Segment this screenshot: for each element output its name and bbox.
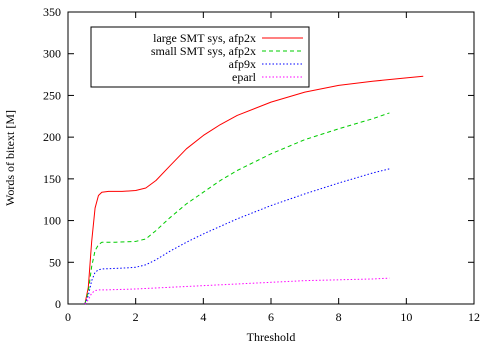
x-axis-label: Threshold bbox=[247, 330, 296, 344]
series-line-2 bbox=[84, 168, 390, 305]
y-tick-label: 150 bbox=[43, 172, 61, 186]
x-tick-label: 2 bbox=[133, 310, 139, 324]
y-axis-label: Words of bitext [M] bbox=[3, 110, 17, 206]
y-tick-label: 250 bbox=[43, 88, 61, 102]
legend-label: eparl bbox=[232, 70, 257, 84]
series-line-1 bbox=[84, 112, 390, 305]
y-tick-label: 300 bbox=[43, 47, 61, 61]
y-tick-label: 350 bbox=[43, 5, 61, 19]
series-lines bbox=[84, 75, 424, 305]
x-tick-label: 12 bbox=[468, 310, 480, 324]
x-tick-label: 6 bbox=[268, 310, 274, 324]
axis-ticks bbox=[67, 11, 475, 305]
y-tick-label: 0 bbox=[55, 297, 61, 311]
legend-label: large SMT sys, afp2x bbox=[153, 31, 256, 45]
x-tick-label: 0 bbox=[65, 310, 71, 324]
series-line-3 bbox=[84, 277, 390, 305]
legend-label: small SMT sys, afp2x bbox=[151, 44, 256, 58]
series-line-0 bbox=[84, 75, 424, 305]
x-tick-label: 10 bbox=[400, 310, 412, 324]
axis-tick-labels: 0 2 4 6 8 10 12 0 50 100 150 200 250 300 350 bbox=[43, 5, 480, 324]
y-tick-label: 200 bbox=[43, 130, 61, 144]
y-tick-label: 50 bbox=[49, 255, 61, 269]
x-tick-label: 4 bbox=[200, 310, 206, 324]
legend-label: afp9x bbox=[229, 57, 256, 71]
y-tick-label: 100 bbox=[43, 214, 61, 228]
x-tick-label: 8 bbox=[336, 310, 342, 324]
